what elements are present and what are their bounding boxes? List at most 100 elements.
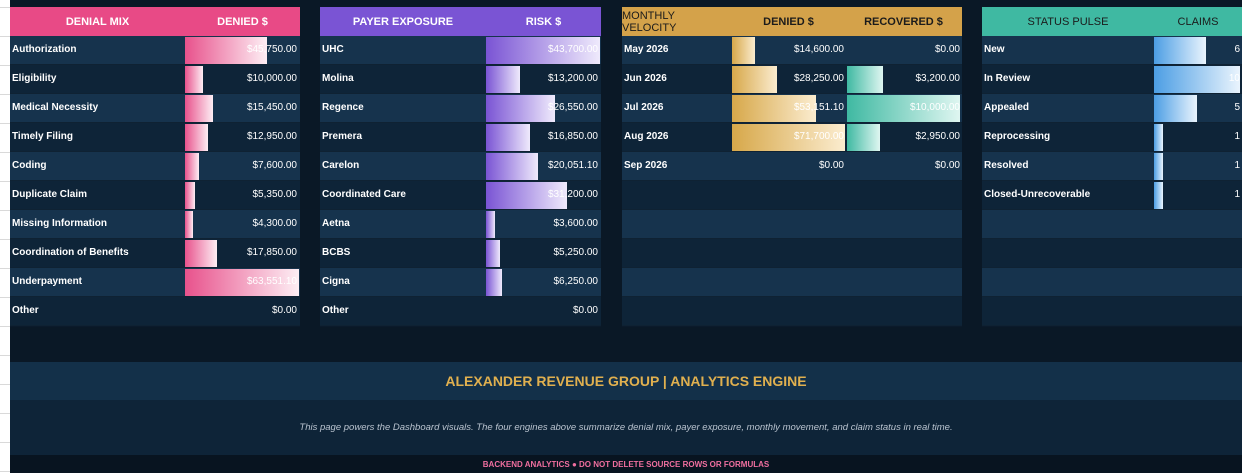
- payer-exposure-label: Carelon: [322, 160, 360, 171]
- denial-mix-bar: [185, 66, 203, 93]
- denial-mix-label: Medical Necessity: [12, 102, 99, 113]
- monthly-velocity-recovered-value: $2,950.00: [915, 131, 961, 142]
- denial-mix-bar: [185, 37, 268, 64]
- denial-mix-value: $17,850.00: [246, 247, 297, 258]
- gutter-line: [0, 384, 10, 385]
- payer-exposure-bar: [486, 153, 539, 180]
- monthly-velocity-denied-value: $28,250.00: [793, 73, 844, 84]
- gutter-line: [0, 471, 10, 472]
- table-row: Coding $7,600.00: [10, 152, 300, 181]
- gutter-line: [0, 297, 10, 298]
- empty-row: [622, 181, 962, 210]
- table-row: Aug 2026 $71,700.00 $2,950.00: [622, 123, 962, 152]
- payer-exposure-value: $43,700.00: [547, 44, 598, 55]
- denial-mix-label: Missing Information: [12, 218, 107, 229]
- empty-row: [622, 210, 962, 239]
- table-row: Other $0.00: [10, 297, 300, 326]
- payer-exposure-bar: [486, 95, 556, 122]
- table-row: Jul 2026 $53,151.10 $10,000.00: [622, 94, 962, 123]
- status-pulse-label: Reprocessing: [984, 131, 1051, 142]
- denial-mix-value: $0.00: [271, 305, 297, 316]
- status-pulse-panel: STATUS PULSE CLAIMS New 6 In Review 10 Appea…: [982, 7, 1242, 327]
- payer-exposure-value: $13,200.00: [547, 73, 598, 84]
- monthly-velocity-denied-bar: [732, 124, 845, 151]
- table-row: Duplicate Claim $5,350.00: [10, 181, 300, 210]
- payer-exposure-header-value: RISK $: [525, 15, 562, 28]
- denial-mix-label: Timely Filing: [12, 131, 73, 142]
- table-row: Carelon $20,051.10: [320, 152, 601, 181]
- monthly-velocity-month: Aug 2026: [624, 131, 669, 142]
- denial-mix-bar: [185, 182, 195, 209]
- monthly-velocity-header-recovered: RECOVERED $: [864, 15, 943, 28]
- monthly-velocity-denied-value: $53,151.10: [793, 102, 844, 113]
- payer-exposure-label: Premera: [322, 131, 363, 142]
- table-row: Jun 2026 $28,250.00 $3,200.00: [622, 65, 962, 94]
- table-row: Reprocessing 1: [982, 123, 1242, 152]
- payer-exposure-bar: [486, 37, 600, 64]
- denial-mix-value: $5,350.00: [252, 189, 298, 200]
- table-row: Regence $26,550.00: [320, 94, 601, 123]
- status-pulse-label: In Review: [984, 73, 1031, 84]
- monthly-velocity-month: Sep 2026: [624, 160, 668, 171]
- table-row: Missing Information $4,300.00: [10, 210, 300, 239]
- status-pulse-bar: [1154, 66, 1240, 93]
- monthly-velocity-denied-value: $71,700.00: [793, 131, 844, 142]
- footer-description-band: This page powers the Dashboard visuals. …: [10, 400, 1242, 455]
- monthly-velocity-denied-bar: [732, 95, 816, 122]
- status-pulse-value: 1: [1234, 189, 1240, 200]
- status-pulse-header-value: CLAIMS: [1177, 15, 1219, 28]
- denial-mix-label: Coding: [12, 160, 47, 171]
- payer-exposure-value: $6,250.00: [553, 276, 599, 287]
- monthly-velocity-recovered-bar: [847, 95, 960, 122]
- monthly-velocity-denied-value: $0.00: [818, 160, 844, 171]
- gutter-line: [0, 181, 10, 182]
- payer-exposure-header-label: PAYER EXPOSURE: [352, 15, 454, 28]
- gutter-line: [0, 413, 10, 414]
- gutter-line: [0, 123, 10, 124]
- denial-mix-panel: DENIAL MIX DENIED $ Authorization $45,750…: [10, 7, 300, 327]
- denial-mix-value: $45,750.00: [246, 44, 297, 55]
- table-row: Other $0.00: [320, 297, 601, 326]
- denial-mix-label: Duplicate Claim: [12, 189, 88, 200]
- payer-exposure-header: [320, 7, 601, 36]
- payer-exposure-label: UHC: [322, 44, 344, 55]
- denial-mix-bar: [185, 269, 299, 296]
- status-pulse-bar: [1154, 37, 1206, 64]
- table-row: UHC $43,700.00: [320, 36, 601, 65]
- monthly-velocity-recovered-bar: [847, 66, 884, 93]
- table-row: Appealed 5: [982, 94, 1242, 123]
- monthly-velocity-recovered-value: $0.00: [934, 160, 960, 171]
- monthly-velocity-recovered-value: $0.00: [934, 44, 960, 55]
- payer-exposure-bar: [486, 66, 521, 93]
- table-row: Molina $13,200.00: [320, 65, 601, 94]
- empty-row: [622, 268, 962, 297]
- empty-row: [982, 297, 1242, 326]
- gutter-line: [0, 442, 10, 443]
- gutter-line: [0, 152, 10, 153]
- monthly-velocity-header: [622, 7, 962, 36]
- monthly-velocity-recovered-value: $3,200.00: [915, 73, 961, 84]
- payer-exposure-label: Regence: [322, 102, 364, 113]
- payer-exposure-value: $31,200.00: [547, 189, 598, 200]
- table-row: Resolved 1: [982, 152, 1242, 181]
- denial-mix-bar: [185, 153, 199, 180]
- status-pulse-value: 10: [1228, 73, 1240, 84]
- denial-mix-header-value: DENIED $: [217, 15, 268, 28]
- status-pulse-label: Appealed: [984, 102, 1030, 113]
- denial-mix-value: $4,300.00: [252, 218, 298, 229]
- empty-row: [622, 239, 962, 268]
- payer-exposure-value: $3,600.00: [553, 218, 599, 229]
- payer-exposure-bar: [486, 240, 500, 267]
- status-pulse-bar: [1154, 95, 1197, 122]
- status-pulse-label: Resolved: [984, 160, 1029, 171]
- table-row: Closed-Unrecoverable 1: [982, 181, 1242, 210]
- payer-exposure-panel: PAYER EXPOSURE RISK $ UHC $43,700.00 Molin…: [320, 7, 601, 327]
- status-pulse-bar: [1154, 124, 1163, 151]
- status-pulse-bar: [1154, 153, 1163, 180]
- monthly-velocity-denied-bar: [732, 66, 777, 93]
- status-pulse-value: 5: [1234, 102, 1240, 113]
- footer-brand-title: ALEXANDER REVENUE GROUP | ANALYTICS ENGI…: [445, 373, 807, 389]
- table-row: Medical Necessity $15,450.00: [10, 94, 300, 123]
- table-row: Aetna $3,600.00: [320, 210, 601, 239]
- monthly-velocity-header-label: MONTHLY VELOCITY: [622, 9, 677, 34]
